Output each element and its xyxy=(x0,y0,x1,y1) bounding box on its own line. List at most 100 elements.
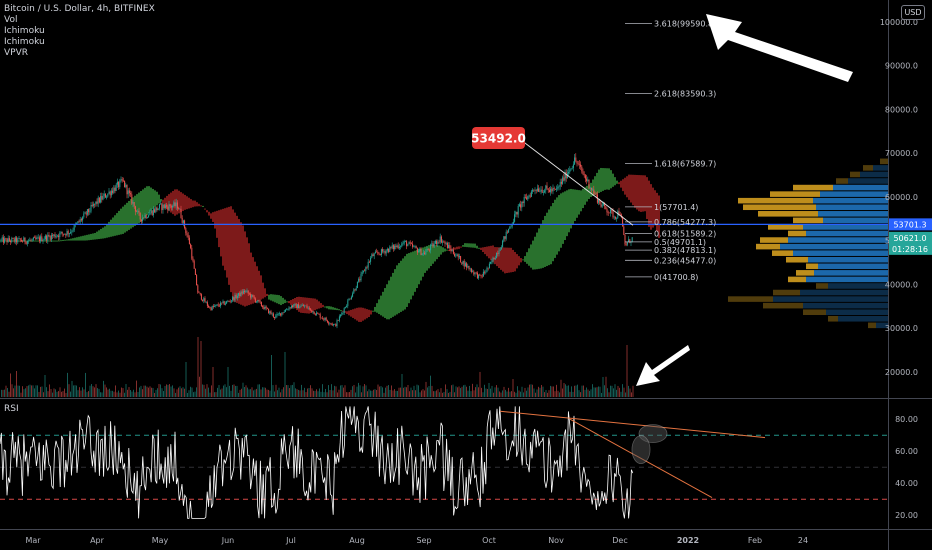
candle-body xyxy=(94,203,96,205)
candle-body xyxy=(376,251,378,253)
volume-bar xyxy=(563,383,565,397)
cloud-segment xyxy=(214,211,216,229)
indicator-ichimoku-2[interactable]: Ichimoku xyxy=(4,37,45,47)
cloud-segment xyxy=(160,199,162,202)
volume-bar xyxy=(614,384,616,397)
candle-body xyxy=(325,317,327,321)
candle-body xyxy=(6,238,8,243)
candle-body xyxy=(252,294,254,297)
cloud-segment xyxy=(552,202,554,262)
candle-body xyxy=(92,203,94,207)
volume-bar xyxy=(142,389,143,397)
candle-body xyxy=(494,258,496,260)
volume-bar xyxy=(533,388,535,397)
candle-body xyxy=(222,301,224,303)
volume-bar xyxy=(602,377,604,397)
candle-body xyxy=(377,252,379,254)
volume-bar xyxy=(218,385,220,397)
candle-body xyxy=(512,221,514,224)
volume-bar xyxy=(164,385,166,397)
cloud-segment xyxy=(602,168,604,191)
time-tick-label: Aug xyxy=(349,536,365,545)
candle-body xyxy=(110,190,112,196)
cloud-segment xyxy=(458,246,460,249)
cloud-segment xyxy=(226,207,228,278)
candle-body xyxy=(428,249,430,251)
volume-bar xyxy=(220,389,221,397)
candle-body xyxy=(140,219,142,222)
symbol-title[interactable]: Bitcoin / U.S. Dollar, 4h, BITFINEX xyxy=(4,4,155,14)
candle-body xyxy=(293,304,295,308)
volume-bar xyxy=(443,391,445,397)
candle-body xyxy=(157,208,159,211)
cloud-segment xyxy=(86,234,88,241)
rsi-title[interactable]: RSI xyxy=(4,404,19,414)
volume-bar xyxy=(73,385,74,397)
candle-body xyxy=(434,240,436,244)
cloud-segment xyxy=(180,192,182,213)
volume-bar xyxy=(143,385,145,397)
cloud-segment xyxy=(44,240,46,242)
vpvr-buy-row xyxy=(860,171,888,178)
cloud-segment xyxy=(388,280,390,320)
volume-bar xyxy=(536,389,538,397)
currency-button[interactable]: USD xyxy=(901,5,925,20)
candle-body xyxy=(628,239,630,243)
volume-bar xyxy=(368,389,370,397)
candle-body xyxy=(352,293,354,297)
volume-bar xyxy=(370,390,371,397)
volume-bar xyxy=(424,390,425,397)
cloud-segment xyxy=(418,249,420,285)
candle-body xyxy=(174,202,176,207)
cloud-segment xyxy=(616,180,618,184)
cloud-segment xyxy=(144,187,146,218)
candle-body xyxy=(466,263,468,268)
volume-bar xyxy=(475,387,476,397)
indicator-vol[interactable]: Vol xyxy=(4,15,18,25)
candle-body xyxy=(251,294,253,298)
candle-body xyxy=(192,258,194,262)
volume-bar xyxy=(2,389,4,397)
candle-body xyxy=(318,313,320,315)
candle-body xyxy=(240,291,242,297)
candle-body xyxy=(330,323,332,325)
candle-body xyxy=(169,204,171,207)
volume-bar xyxy=(347,392,349,397)
indicator-vpvr[interactable]: VPVR xyxy=(4,48,28,58)
candle-body xyxy=(341,313,343,315)
candle-body xyxy=(88,209,90,213)
volume-bar xyxy=(413,385,415,397)
candle-body xyxy=(127,190,129,195)
candle-body xyxy=(178,208,180,210)
volume-bar xyxy=(241,388,242,397)
candle-body xyxy=(526,197,528,200)
candle-body xyxy=(593,189,595,194)
volume-bar xyxy=(589,390,590,397)
candle-body xyxy=(85,212,87,215)
volume-bar xyxy=(448,392,449,397)
candle-body xyxy=(580,164,582,167)
volume-bar xyxy=(133,389,134,397)
cloud-segment xyxy=(184,194,186,210)
candle-body xyxy=(407,244,409,247)
vpvr-sell-row xyxy=(768,224,803,230)
indicator-ichimoku-1[interactable]: Ichimoku xyxy=(4,26,45,36)
cloud-segment xyxy=(68,239,70,241)
volume-bar xyxy=(440,388,442,397)
arrow-top-drawing xyxy=(706,14,853,82)
volume-bar xyxy=(20,392,22,397)
candle-body xyxy=(608,212,610,214)
candle-body xyxy=(185,228,187,234)
cloud-segment xyxy=(614,177,616,186)
price-label-box xyxy=(889,231,932,244)
candle-body xyxy=(473,271,475,275)
volume-bar xyxy=(403,387,404,397)
volume-bar xyxy=(373,389,374,397)
cloud-segment xyxy=(500,247,502,270)
volume-bar xyxy=(203,384,205,397)
candle-body xyxy=(419,248,421,252)
volume-bar xyxy=(283,387,284,397)
candle-body xyxy=(455,256,457,257)
volume-bar xyxy=(35,385,37,397)
